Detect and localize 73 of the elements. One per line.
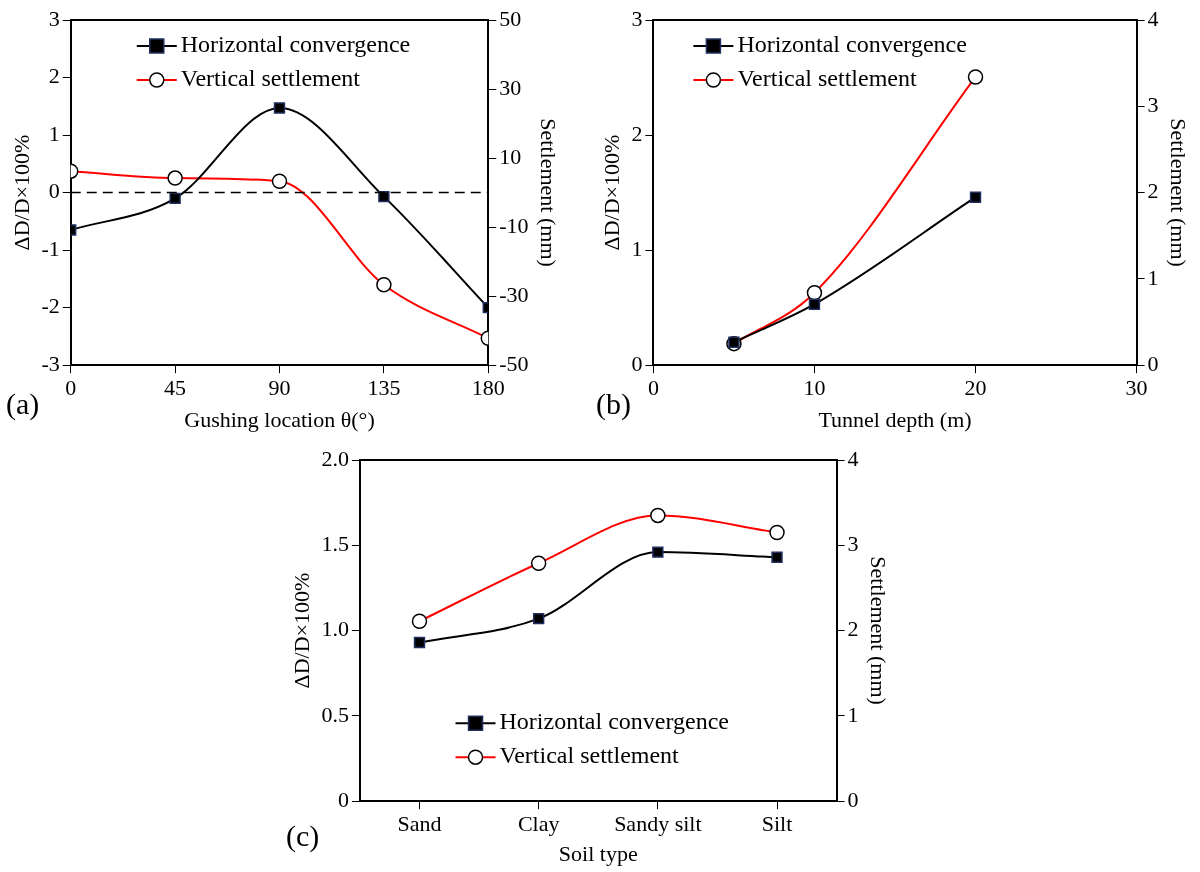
- y-tick-label: -3: [41, 350, 60, 376]
- point: [378, 190, 390, 203]
- legend-label: Horizontal convergence: [499, 708, 729, 735]
- y2-tick-label: 2: [847, 616, 859, 642]
- point: [652, 546, 664, 558]
- y2-axis-title: Settlement (mm): [866, 556, 892, 705]
- y-tick-label: 0: [337, 786, 349, 812]
- y-tick-label: 2.0: [321, 445, 349, 471]
- x-tick-label: Sandy silt: [614, 811, 702, 837]
- point: [969, 191, 982, 203]
- y-axis-title: ΔD/D×100%: [598, 134, 624, 251]
- y2-tick-label: 0: [847, 786, 859, 812]
- x-tick-label: 20: [964, 375, 987, 401]
- y2-tick-label: 10: [499, 143, 522, 169]
- y2-axis-title: Settlement (mm): [1166, 118, 1192, 267]
- x-tick-label: Sand: [397, 811, 442, 837]
- y-tick-label: 3: [48, 5, 60, 31]
- y-tick-label: 2: [48, 63, 60, 89]
- legend-label: Horizontal convergence: [737, 31, 967, 58]
- x-tick-label: 0: [65, 375, 77, 401]
- x-tick-label: Silt: [761, 811, 793, 837]
- y2-tick-label: 3: [847, 531, 859, 557]
- point: [169, 192, 181, 205]
- point: [532, 612, 545, 625]
- y-axis-title: ΔD/D×100%: [8, 134, 34, 251]
- y2-tick-label: -10: [499, 212, 529, 238]
- y2-tick-label: 1: [1147, 264, 1159, 290]
- y-axis-title: ΔD/D×100%: [288, 572, 314, 689]
- text: (c): [286, 819, 320, 853]
- legend-label: Vertical settlement: [180, 65, 361, 92]
- y2-tick-label: 4: [847, 445, 859, 471]
- y-tick-label: 1: [48, 120, 60, 146]
- y-tick-label: 3: [631, 5, 643, 31]
- legend-label: Vertical settlement: [499, 742, 680, 769]
- y2-tick-label: 1: [847, 701, 859, 727]
- text: (a): [6, 387, 40, 421]
- x-tick-label: 0: [647, 375, 659, 401]
- y2-tick-label: 4: [1147, 5, 1159, 31]
- y2-tick-label: 0: [1147, 350, 1159, 376]
- text: (b): [596, 387, 631, 421]
- y2-tick-label: 50: [499, 5, 522, 31]
- legend-label: Vertical settlement: [737, 65, 917, 92]
- y2-tick-label: -30: [499, 281, 529, 307]
- x-axis-title: Soil type: [558, 840, 638, 866]
- y2-axis-title: Settlement (mm): [536, 118, 562, 267]
- point: [808, 298, 821, 310]
- x-tick-label: 135: [367, 375, 401, 401]
- y2-tick-label: 30: [499, 74, 522, 100]
- y-tick-label: 1.5: [321, 531, 349, 557]
- legend-label: Horizontal convergence: [180, 31, 411, 58]
- y-tick-label: 0.5: [321, 701, 349, 727]
- x-axis-title: Gushing location θ(°): [184, 406, 375, 432]
- y-tick-label: -2: [41, 293, 60, 319]
- y-tick-label: -1: [41, 235, 60, 261]
- point: [728, 336, 740, 348]
- y2-tick-label: -50: [499, 350, 529, 376]
- y-tick-label: 1: [631, 235, 643, 261]
- x-tick-label: 45: [164, 375, 187, 401]
- point: [413, 636, 426, 649]
- y-tick-label: 2: [631, 120, 643, 146]
- x-tick-label: 90: [268, 375, 291, 401]
- y-tick-label: 1.0: [321, 616, 349, 642]
- point: [771, 551, 783, 563]
- x-tick-label: 30: [1125, 375, 1148, 401]
- y-tick-label: 0: [631, 350, 643, 376]
- y2-tick-label: 2: [1147, 178, 1159, 204]
- x-axis-title: Tunnel depth (m): [818, 406, 972, 432]
- y-tick-label: 0: [48, 178, 60, 204]
- point: [273, 102, 286, 114]
- x-tick-label: 10: [803, 375, 826, 401]
- x-tick-label: 180: [471, 375, 505, 401]
- x-tick-label: Clay: [517, 811, 560, 837]
- y2-tick-label: 3: [1147, 92, 1159, 118]
